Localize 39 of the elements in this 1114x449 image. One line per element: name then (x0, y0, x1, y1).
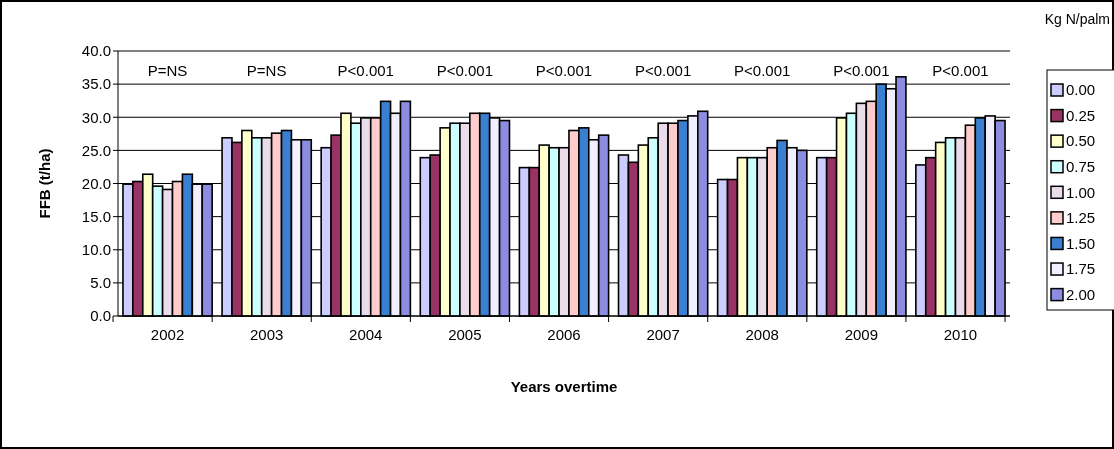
annotation: P<0.001 (734, 62, 791, 80)
legend-label: 1.75 (1066, 260, 1096, 278)
y-tick-label: 25.0 (81, 141, 111, 159)
legend-label: 0.75 (1066, 157, 1096, 175)
annotation: P<0.001 (535, 62, 593, 80)
legend-label: 1.50 (1066, 234, 1096, 252)
legend-title: Kg N/palm (1044, 11, 1110, 27)
annotation: P<0.001 (833, 62, 890, 80)
y-tick-label: 5.0 (90, 274, 111, 292)
annotation: P<0.001 (436, 62, 494, 80)
annotation: P<0.001 (634, 62, 692, 80)
legend-label: 0.00 (1066, 81, 1096, 99)
legend-label: 2.00 (1066, 285, 1096, 303)
legend-label: 0.50 (1066, 132, 1096, 150)
y-tick-label: 30.0 (81, 108, 111, 126)
y-tick-label: 40.0 (81, 42, 111, 60)
x-tick-label: 2009 (844, 326, 879, 343)
y-tick-label: 0.0 (90, 307, 111, 325)
x-tick-label: 2007 (646, 326, 680, 343)
x-tick-label: 2008 (745, 326, 779, 343)
x-tick-label: 2010 (943, 326, 978, 343)
y-tick-label: 15.0 (81, 207, 111, 225)
y-tick-label: 10.0 (81, 241, 111, 258)
x-tick-label: 2005 (448, 326, 482, 343)
legend-label: 1.00 (1066, 183, 1096, 201)
y-tick-label: 20.0 (81, 174, 111, 192)
annotation: P<0.001 (932, 62, 989, 80)
annotation: P<0.001 (337, 62, 394, 80)
legend-label: 0.25 (1066, 106, 1096, 124)
x-axis-title: Years overtime (510, 378, 618, 395)
x-tick-label: 2003 (249, 326, 284, 343)
annotation: P=NS (246, 62, 287, 80)
y-axis-title: FFB (t/ha) (36, 148, 53, 219)
annotation: P=NS (147, 62, 188, 80)
x-tick-label: 2004 (349, 326, 383, 343)
x-tick-label: 2006 (547, 326, 581, 343)
legend-label: 1.25 (1066, 209, 1096, 227)
y-tick-label: 35.0 (81, 75, 111, 93)
x-tick-label: 2002 (150, 326, 185, 343)
